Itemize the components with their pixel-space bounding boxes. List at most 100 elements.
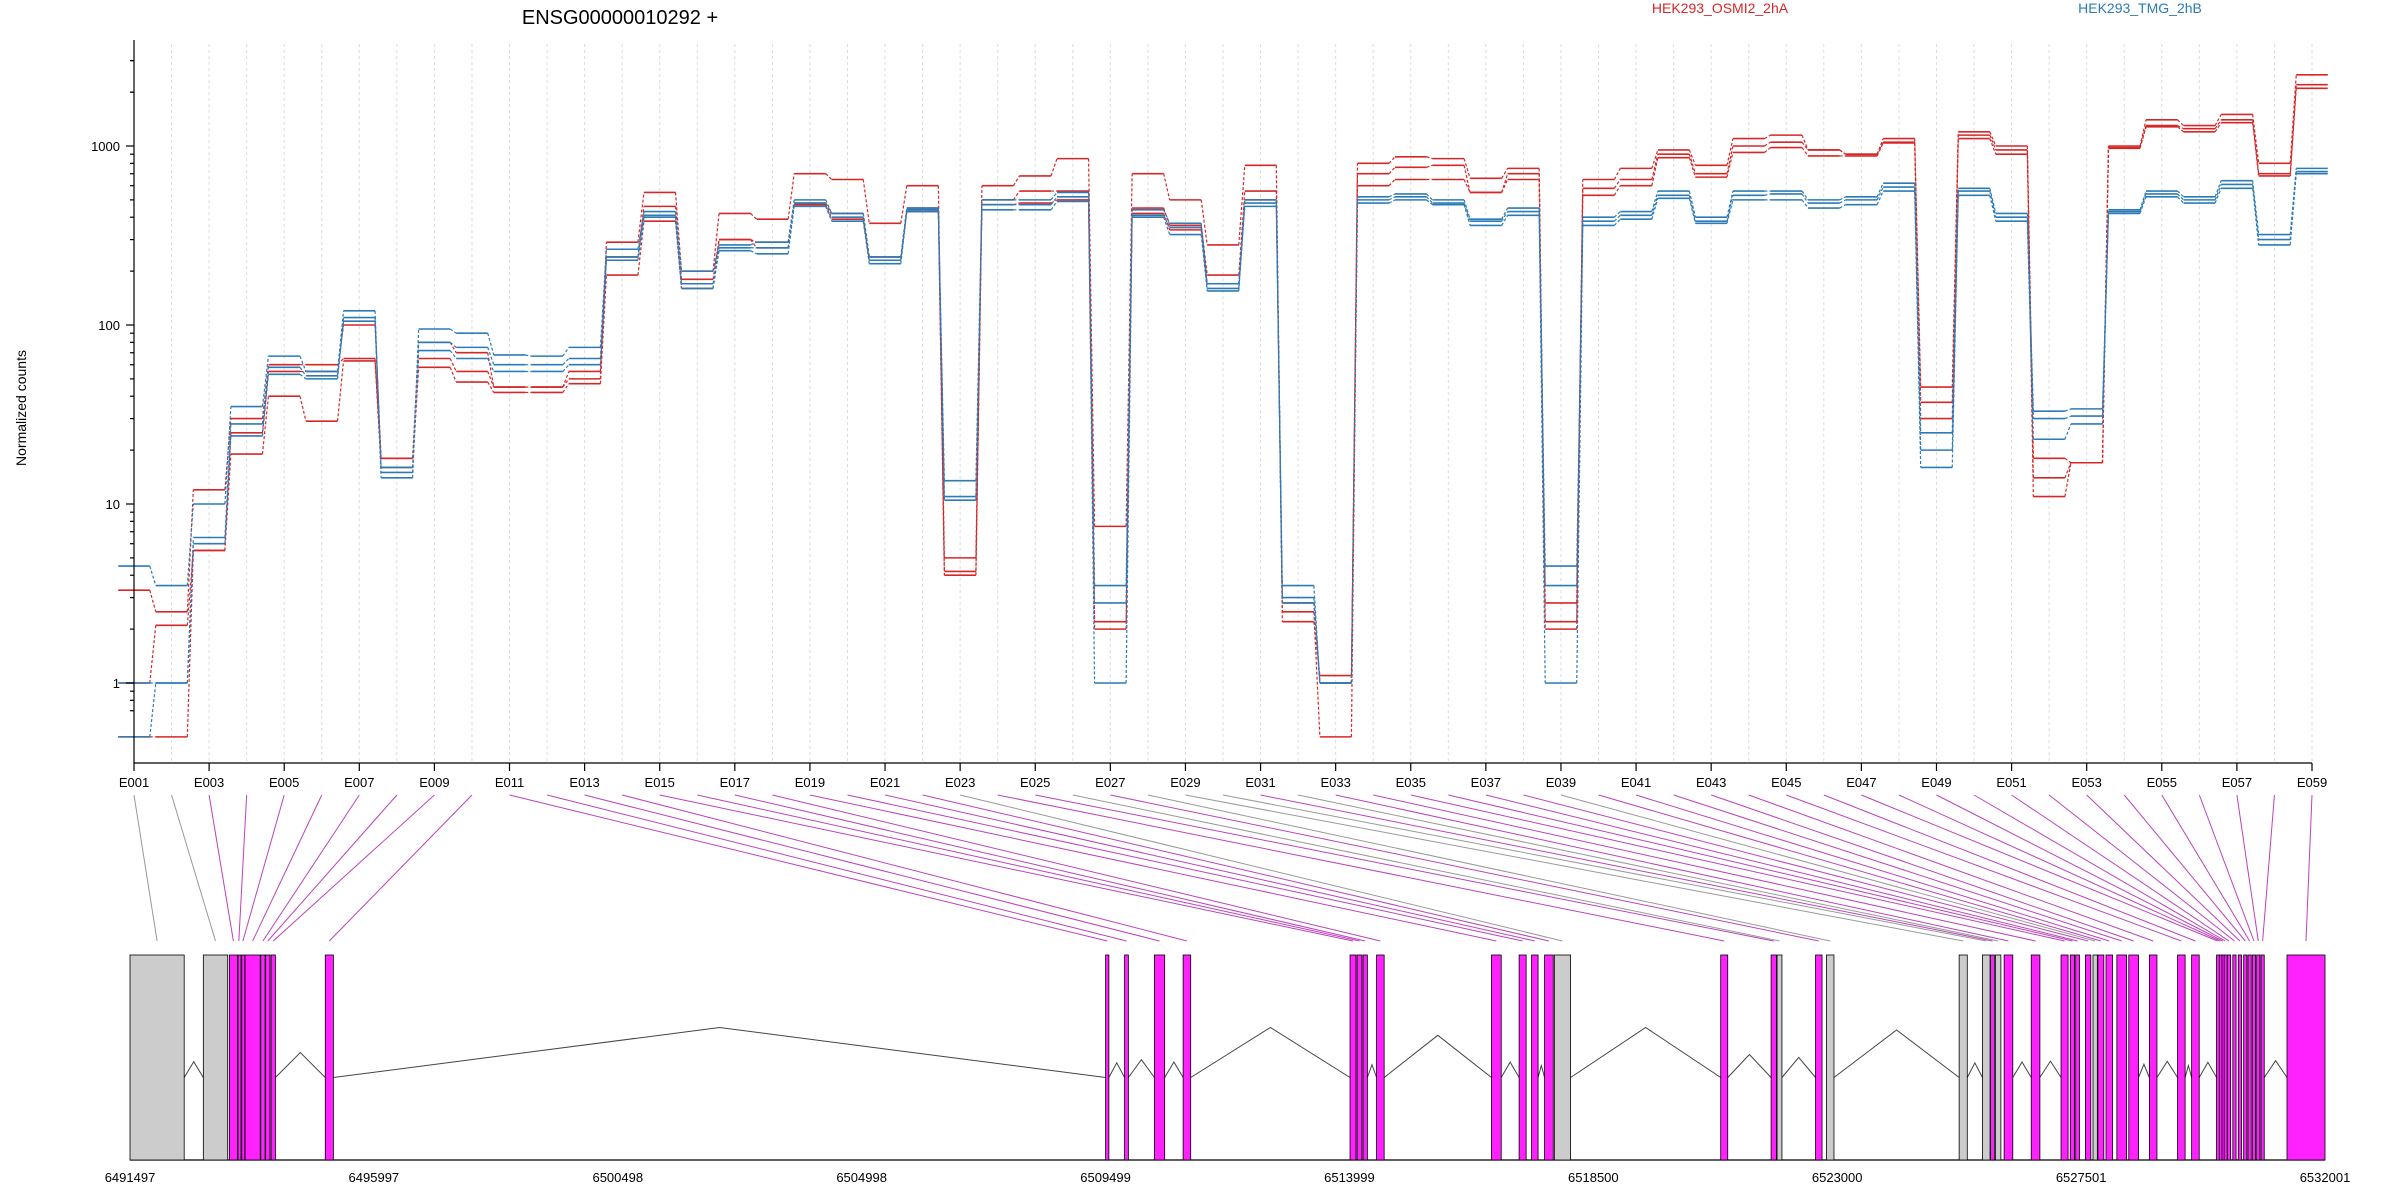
- count-link: [1426, 156, 1433, 160]
- exon-block-30: [1990, 954, 1995, 1161]
- coordinate-label-6491497: 6491497: [105, 1170, 156, 1185]
- count-link: [1651, 198, 1659, 220]
- count-link: [2139, 126, 2147, 149]
- exon-block-23: [1720, 954, 1729, 1161]
- count-link: [1951, 135, 1959, 403]
- count-link: [1839, 149, 1846, 155]
- intron: [183, 1060, 204, 1078]
- connector-e013: [584, 794, 1160, 942]
- exon-block-14: [1349, 954, 1357, 1161]
- count-link: [2064, 457, 2072, 464]
- count-link: [1613, 218, 1621, 226]
- connector-e017: [734, 794, 1366, 942]
- count-link: [2139, 196, 2147, 214]
- exon-block-27: [1825, 954, 1835, 1161]
- count-link: [1651, 154, 1659, 180]
- count-link: [1125, 173, 1133, 527]
- count-link: [1914, 142, 1922, 419]
- count-link: [1726, 152, 1734, 178]
- x-tick-label-e011: E011: [495, 775, 524, 790]
- count-link: [1501, 215, 1509, 226]
- count-link: [2289, 173, 2297, 246]
- count-link: [1388, 156, 1396, 164]
- x-tick-label-e019: E019: [795, 775, 825, 790]
- connector-e045: [1786, 794, 2182, 942]
- intron: [2263, 1059, 2288, 1078]
- intron: [2198, 1061, 2217, 1078]
- coordinate-label-6523000: 6523000: [1812, 1170, 1863, 1185]
- connector-e027: [1110, 794, 1819, 942]
- intron: [1966, 1061, 1983, 1078]
- count-link: [1163, 207, 1171, 226]
- count-link: [637, 221, 645, 276]
- count-link: [1426, 199, 1433, 206]
- x-tick-label-e017: E017: [720, 775, 750, 790]
- connector-e059: [2305, 794, 2313, 942]
- count-link: [1801, 141, 1809, 151]
- count-link: [1313, 585, 1321, 684]
- count-link: [1613, 185, 1621, 196]
- coordinate-label-6495997: 6495997: [349, 1170, 400, 1185]
- x-tick-label-e045: E045: [1771, 775, 1801, 790]
- count-link: [1313, 611, 1321, 737]
- x-tick-label-e009: E009: [419, 775, 449, 790]
- exon-block-37: [2085, 954, 2092, 1161]
- count-link: [2177, 190, 2184, 198]
- connector-e041: [1635, 794, 2110, 942]
- count-link: [1426, 164, 1433, 168]
- count-link: [224, 423, 232, 538]
- count-link: [1764, 147, 1771, 153]
- connector-e056: [2198, 794, 2255, 942]
- intron: [1727, 1053, 1772, 1078]
- intron: [1570, 1026, 1721, 1078]
- count-link: [2064, 415, 2072, 420]
- count-link: [1726, 199, 1734, 224]
- count-link: [1200, 227, 1208, 289]
- exon-block-22: [1553, 954, 1571, 1161]
- count-link: [2214, 122, 2222, 133]
- count-link: [750, 250, 757, 255]
- gene-model: 6491497 6495997 6500498 6504998 6509499 65139…: [105, 954, 2350, 1185]
- connector-e021: [884, 794, 1535, 942]
- count-link: [261, 356, 270, 407]
- count-link: [449, 367, 457, 383]
- exon-block-38: [2092, 954, 2098, 1161]
- exon-block-2: [228, 954, 238, 1161]
- exon-block-29: [1982, 954, 1991, 1161]
- count-link: [1388, 196, 1396, 201]
- exon-block-21: [1544, 954, 1554, 1161]
- exon-block-28: [1958, 954, 1968, 1161]
- count-link: [224, 418, 232, 490]
- connector-e043: [1711, 794, 2134, 942]
- count-link: [1050, 196, 1058, 206]
- axes: 1 10 100 1000 E001 E003 E005 E007 E009 E011 E013 E0…: [91, 40, 2327, 790]
- count-link: [787, 173, 795, 220]
- count-link: [1801, 190, 1809, 201]
- exon-block-3: [237, 954, 242, 1161]
- intron: [1108, 1061, 1126, 1078]
- exon-block-41: [2116, 954, 2128, 1161]
- x-tick-label-e047: E047: [1846, 775, 1876, 790]
- count-link: [1764, 141, 1771, 147]
- count-link: [1388, 199, 1396, 204]
- exon-block-5: [244, 954, 261, 1161]
- count-link: [449, 358, 457, 372]
- count-link: [186, 503, 194, 586]
- count-link: [1163, 217, 1171, 235]
- exon-block-24: [1770, 954, 1777, 1161]
- count-link: [1163, 209, 1171, 224]
- connector-e025: [1035, 794, 1774, 942]
- count-link: [1163, 173, 1171, 201]
- connector-e055: [2161, 794, 2251, 942]
- count-link: [1238, 165, 1246, 246]
- intron: [1164, 1060, 1184, 1078]
- count-link: [1463, 204, 1471, 226]
- count-link: [1726, 138, 1734, 166]
- coordinate-label-6504998: 6504998: [836, 1170, 887, 1185]
- count-link: [1050, 192, 1058, 201]
- count-link: [1463, 202, 1471, 222]
- connector-e035: [1410, 794, 2065, 942]
- count-link: [149, 590, 157, 612]
- exon-block-51: [2232, 954, 2237, 1161]
- connector-e058: [2262, 794, 2275, 942]
